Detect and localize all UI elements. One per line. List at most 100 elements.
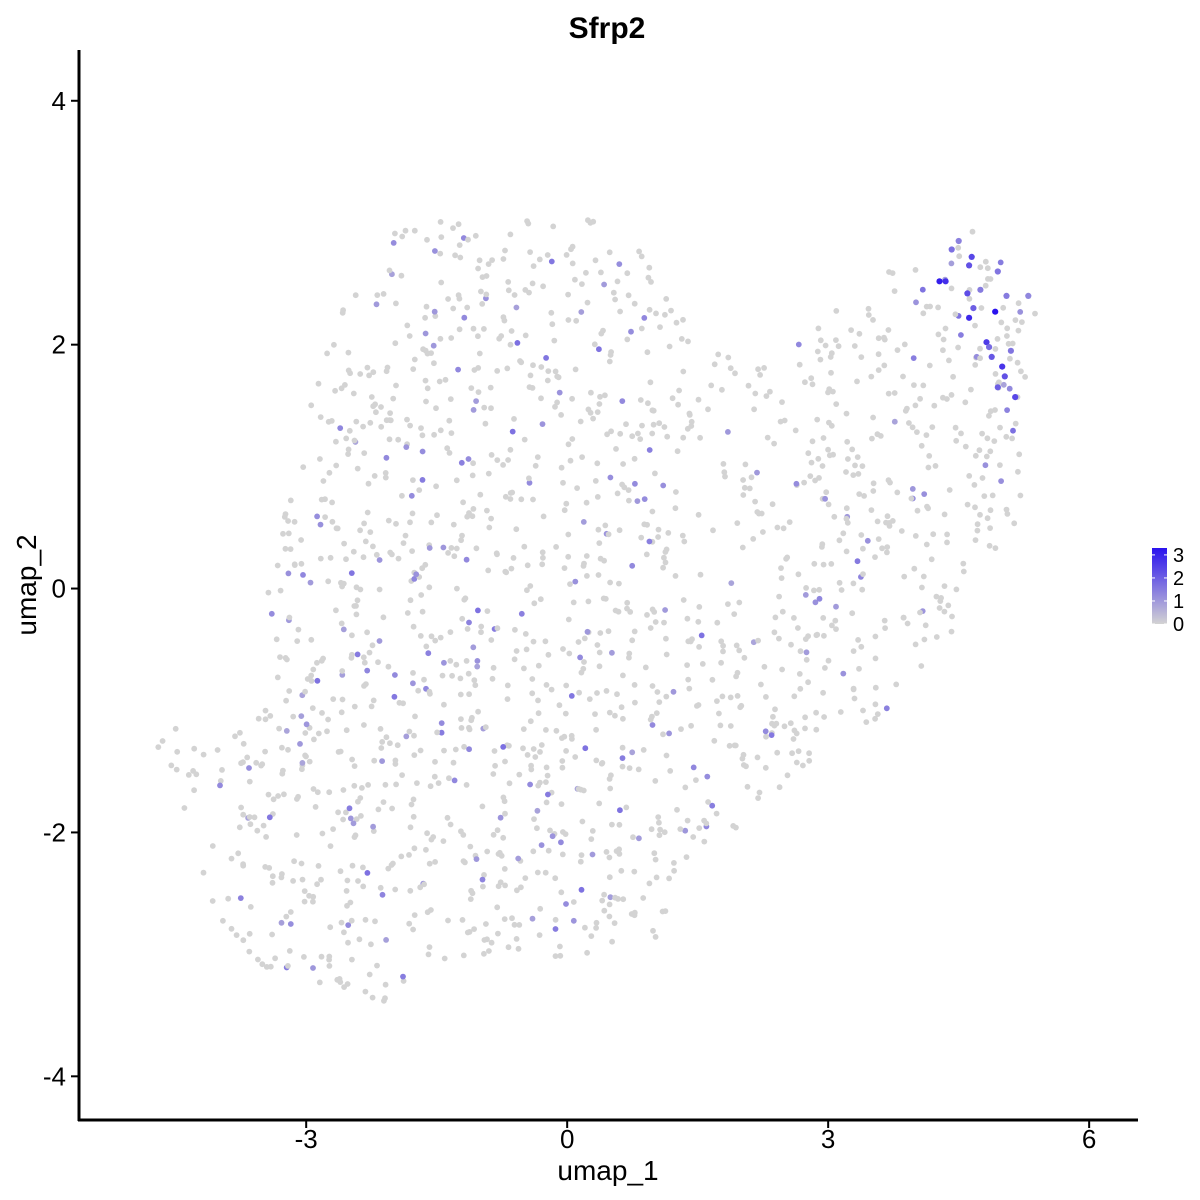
x-tick-label: 0	[560, 1124, 574, 1154]
cell-point	[521, 543, 528, 550]
cell-point	[998, 319, 1005, 326]
cell-point	[422, 314, 428, 321]
cell-point	[900, 373, 906, 380]
cell-point	[351, 703, 358, 710]
cell-point	[674, 448, 681, 455]
cell-point	[317, 521, 324, 528]
cell-point	[1006, 385, 1013, 392]
cell-point	[400, 540, 407, 546]
cell-point	[291, 518, 298, 525]
cell-point	[763, 393, 770, 399]
cell-point	[488, 939, 495, 946]
cell-point	[538, 842, 545, 848]
cell-point	[1007, 355, 1013, 362]
cell-point	[458, 716, 464, 722]
cell-point	[726, 742, 733, 749]
cell-point	[661, 619, 667, 626]
cell-point	[716, 710, 722, 717]
cell-point	[396, 699, 403, 706]
cell-point	[410, 366, 417, 372]
cell-point	[544, 252, 551, 258]
cell-point	[290, 878, 296, 884]
cell-point	[605, 628, 612, 635]
cell-point	[776, 784, 783, 791]
cell-point	[573, 317, 580, 324]
cell-point	[821, 714, 827, 720]
cell-point	[833, 626, 839, 632]
cell-point	[514, 340, 521, 346]
cell-point	[515, 855, 522, 862]
cell-point	[306, 892, 312, 899]
cell-point	[484, 848, 491, 855]
cell-point	[486, 524, 493, 531]
cell-point	[191, 745, 198, 752]
cell-point	[731, 611, 738, 617]
cell-point	[912, 402, 919, 409]
cell-point	[648, 279, 654, 285]
cell-point	[595, 572, 602, 578]
cell-point	[864, 537, 871, 544]
cell-point	[281, 514, 288, 520]
cell-point	[254, 827, 261, 834]
cell-point	[854, 558, 861, 565]
cell-point	[559, 851, 566, 858]
cell-point	[455, 292, 462, 299]
cell-point	[298, 860, 305, 867]
cell-point	[310, 666, 317, 673]
cell-point	[734, 693, 741, 699]
cell-point	[502, 493, 509, 500]
cell-point	[1016, 451, 1023, 458]
cell-point	[433, 405, 439, 412]
cell-point	[482, 420, 489, 427]
cell-point	[558, 889, 565, 896]
cell-point	[616, 846, 622, 853]
cell-point	[979, 430, 985, 437]
cell-point	[314, 789, 321, 796]
cell-point	[923, 303, 930, 310]
cell-point	[483, 291, 490, 298]
cell-point	[458, 725, 465, 731]
cell-point	[552, 916, 559, 923]
cell-point	[698, 632, 705, 639]
cell-point	[673, 489, 679, 495]
cell-point	[672, 573, 679, 579]
cell-point	[833, 401, 840, 407]
cell-point	[343, 727, 350, 734]
cell-point	[375, 806, 382, 813]
cell-point	[565, 531, 572, 538]
cell-point	[428, 350, 434, 356]
cell-point	[940, 347, 946, 354]
cell-point	[308, 678, 315, 684]
cell-point	[483, 273, 490, 279]
cell-point	[217, 782, 223, 789]
cell-point	[453, 477, 460, 484]
cell-point	[155, 744, 162, 750]
cell-point	[458, 459, 465, 466]
cell-point	[387, 417, 394, 424]
cell-point	[291, 561, 298, 568]
cell-point	[893, 681, 900, 688]
cell-point	[696, 644, 702, 650]
cell-point	[684, 817, 691, 824]
cell-point	[597, 393, 603, 400]
cell-point	[663, 651, 670, 658]
cell-point	[638, 253, 645, 260]
cell-point	[217, 778, 224, 784]
cell-point	[365, 782, 371, 788]
cell-point	[518, 610, 525, 617]
cell-point	[590, 415, 596, 422]
cell-point	[632, 699, 638, 706]
cell-point	[679, 532, 686, 539]
cell-point	[572, 754, 579, 760]
cell-point	[450, 305, 457, 312]
cell-point	[479, 301, 486, 307]
cell-point	[478, 629, 484, 636]
cell-point	[757, 372, 763, 378]
cell-point	[563, 748, 569, 754]
cell-point	[617, 807, 623, 814]
cell-point	[378, 423, 385, 430]
cell-point	[850, 472, 857, 478]
cell-point	[616, 527, 623, 534]
cell-point	[1017, 492, 1024, 499]
cell-point	[545, 847, 552, 854]
